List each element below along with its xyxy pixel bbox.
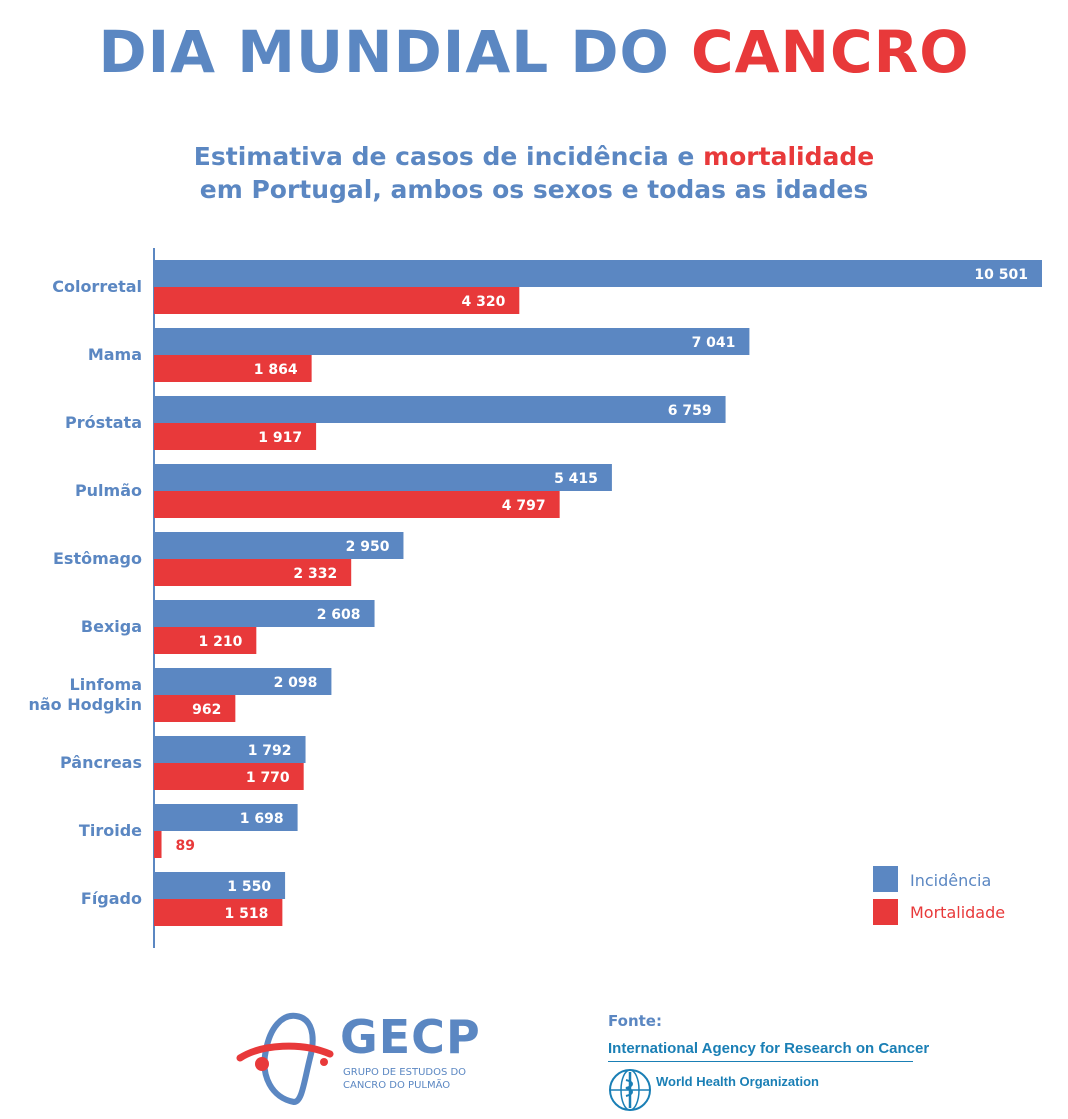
title-part-blue: DIA MUNDIAL DO [98, 18, 692, 86]
mortality-bar [154, 695, 236, 722]
incidence-value-label: 1 550 [227, 879, 271, 895]
legend-swatch-incidence [873, 866, 898, 892]
gecp-logo-icon [236, 1012, 334, 1106]
category-label: Bexiga [81, 617, 142, 636]
mortality-value-label: 1 864 [254, 362, 298, 378]
incidence-bar [154, 464, 612, 491]
category-label: Mama [88, 345, 142, 364]
mortality-bar [154, 559, 352, 586]
mortality-bar [154, 627, 257, 654]
mortality-bar [154, 355, 312, 382]
gecp-name: GECP [340, 1010, 481, 1064]
mortality-bar [154, 899, 283, 926]
incidence-value-label: 6 759 [668, 403, 712, 419]
subtitle-mortality-word: mortalidade [703, 142, 875, 171]
mortality-value-label: 89 [176, 838, 195, 854]
mortality-bar [154, 423, 317, 450]
page-title: DIA MUNDIAL DO CANCRO [0, 18, 1068, 86]
subtitle-line1: Estimativa de casos de incidência e [193, 142, 704, 171]
mortality-bar [154, 831, 162, 858]
who-emblem-icon [609, 1069, 651, 1111]
mortality-bar [154, 287, 520, 314]
gecp-subtitle: GRUPO DE ESTUDOS DO CANCRO DO PULMÃO [343, 1067, 467, 1091]
incidence-bar [154, 736, 306, 763]
legend-swatch-mortality [873, 899, 898, 925]
mortality-value-label: 1 917 [258, 430, 302, 446]
subtitle-line2: em Portugal, ambos os sexos e todas as i… [199, 175, 869, 204]
category-label: Pulmão [75, 481, 142, 500]
chart-subtitle: Estimativa de casos de incidência e mort… [0, 140, 1068, 206]
category-label: Linfoma não Hodgkin [28, 675, 142, 714]
mortality-value-label: 4 320 [461, 294, 505, 310]
source-iarc: International Agency for Research on Can… [608, 1040, 929, 1062]
mortality-value-label: 1 518 [225, 906, 269, 922]
mortality-value-label: 2 332 [293, 566, 337, 582]
source-label: Fonte: [608, 1012, 662, 1030]
mortality-value-label: 1 210 [198, 634, 242, 650]
incidence-value-label: 5 415 [554, 471, 598, 487]
category-label: Pâncreas [60, 753, 142, 772]
incidence-bar [154, 872, 286, 899]
category-label: Tiroide [79, 821, 142, 840]
incidence-value-label: 2 950 [346, 539, 390, 555]
category-label: Estômago [53, 549, 142, 568]
title-part-red: CANCRO [691, 18, 970, 86]
incidence-bar [154, 396, 726, 423]
incidence-bar [154, 600, 375, 627]
legend-label-mortality: Mortalidade [910, 903, 1005, 922]
incidence-bar [154, 668, 332, 695]
mortality-value-label: 1 770 [246, 770, 290, 786]
incidence-value-label: 10 501 [974, 267, 1028, 283]
incidence-bar [154, 804, 298, 831]
incidence-bar [154, 260, 1042, 287]
incidence-value-label: 2 098 [274, 675, 318, 691]
mortality-value-label: 4 797 [502, 498, 546, 514]
category-label: Fígado [81, 889, 142, 908]
incidence-bar [154, 328, 750, 355]
mortality-bar [154, 491, 560, 518]
legend-label-incidence: Incidência [910, 871, 991, 890]
source-who: World Health Organization [656, 1074, 819, 1089]
mortality-value-label: 962 [192, 702, 221, 718]
incidence-bar [154, 532, 404, 559]
incidence-value-label: 1 792 [248, 743, 292, 759]
category-label: Próstata [65, 413, 142, 432]
bar-chart: Colorretal 10 501 4 320 Mama 7 041 1 864 Próst… [28, 248, 1042, 948]
category-label: Colorretal [52, 277, 142, 296]
mortality-bar [154, 763, 304, 790]
incidence-value-label: 7 041 [692, 335, 736, 351]
incidence-value-label: 1 698 [240, 811, 284, 827]
incidence-value-label: 2 608 [317, 607, 361, 623]
